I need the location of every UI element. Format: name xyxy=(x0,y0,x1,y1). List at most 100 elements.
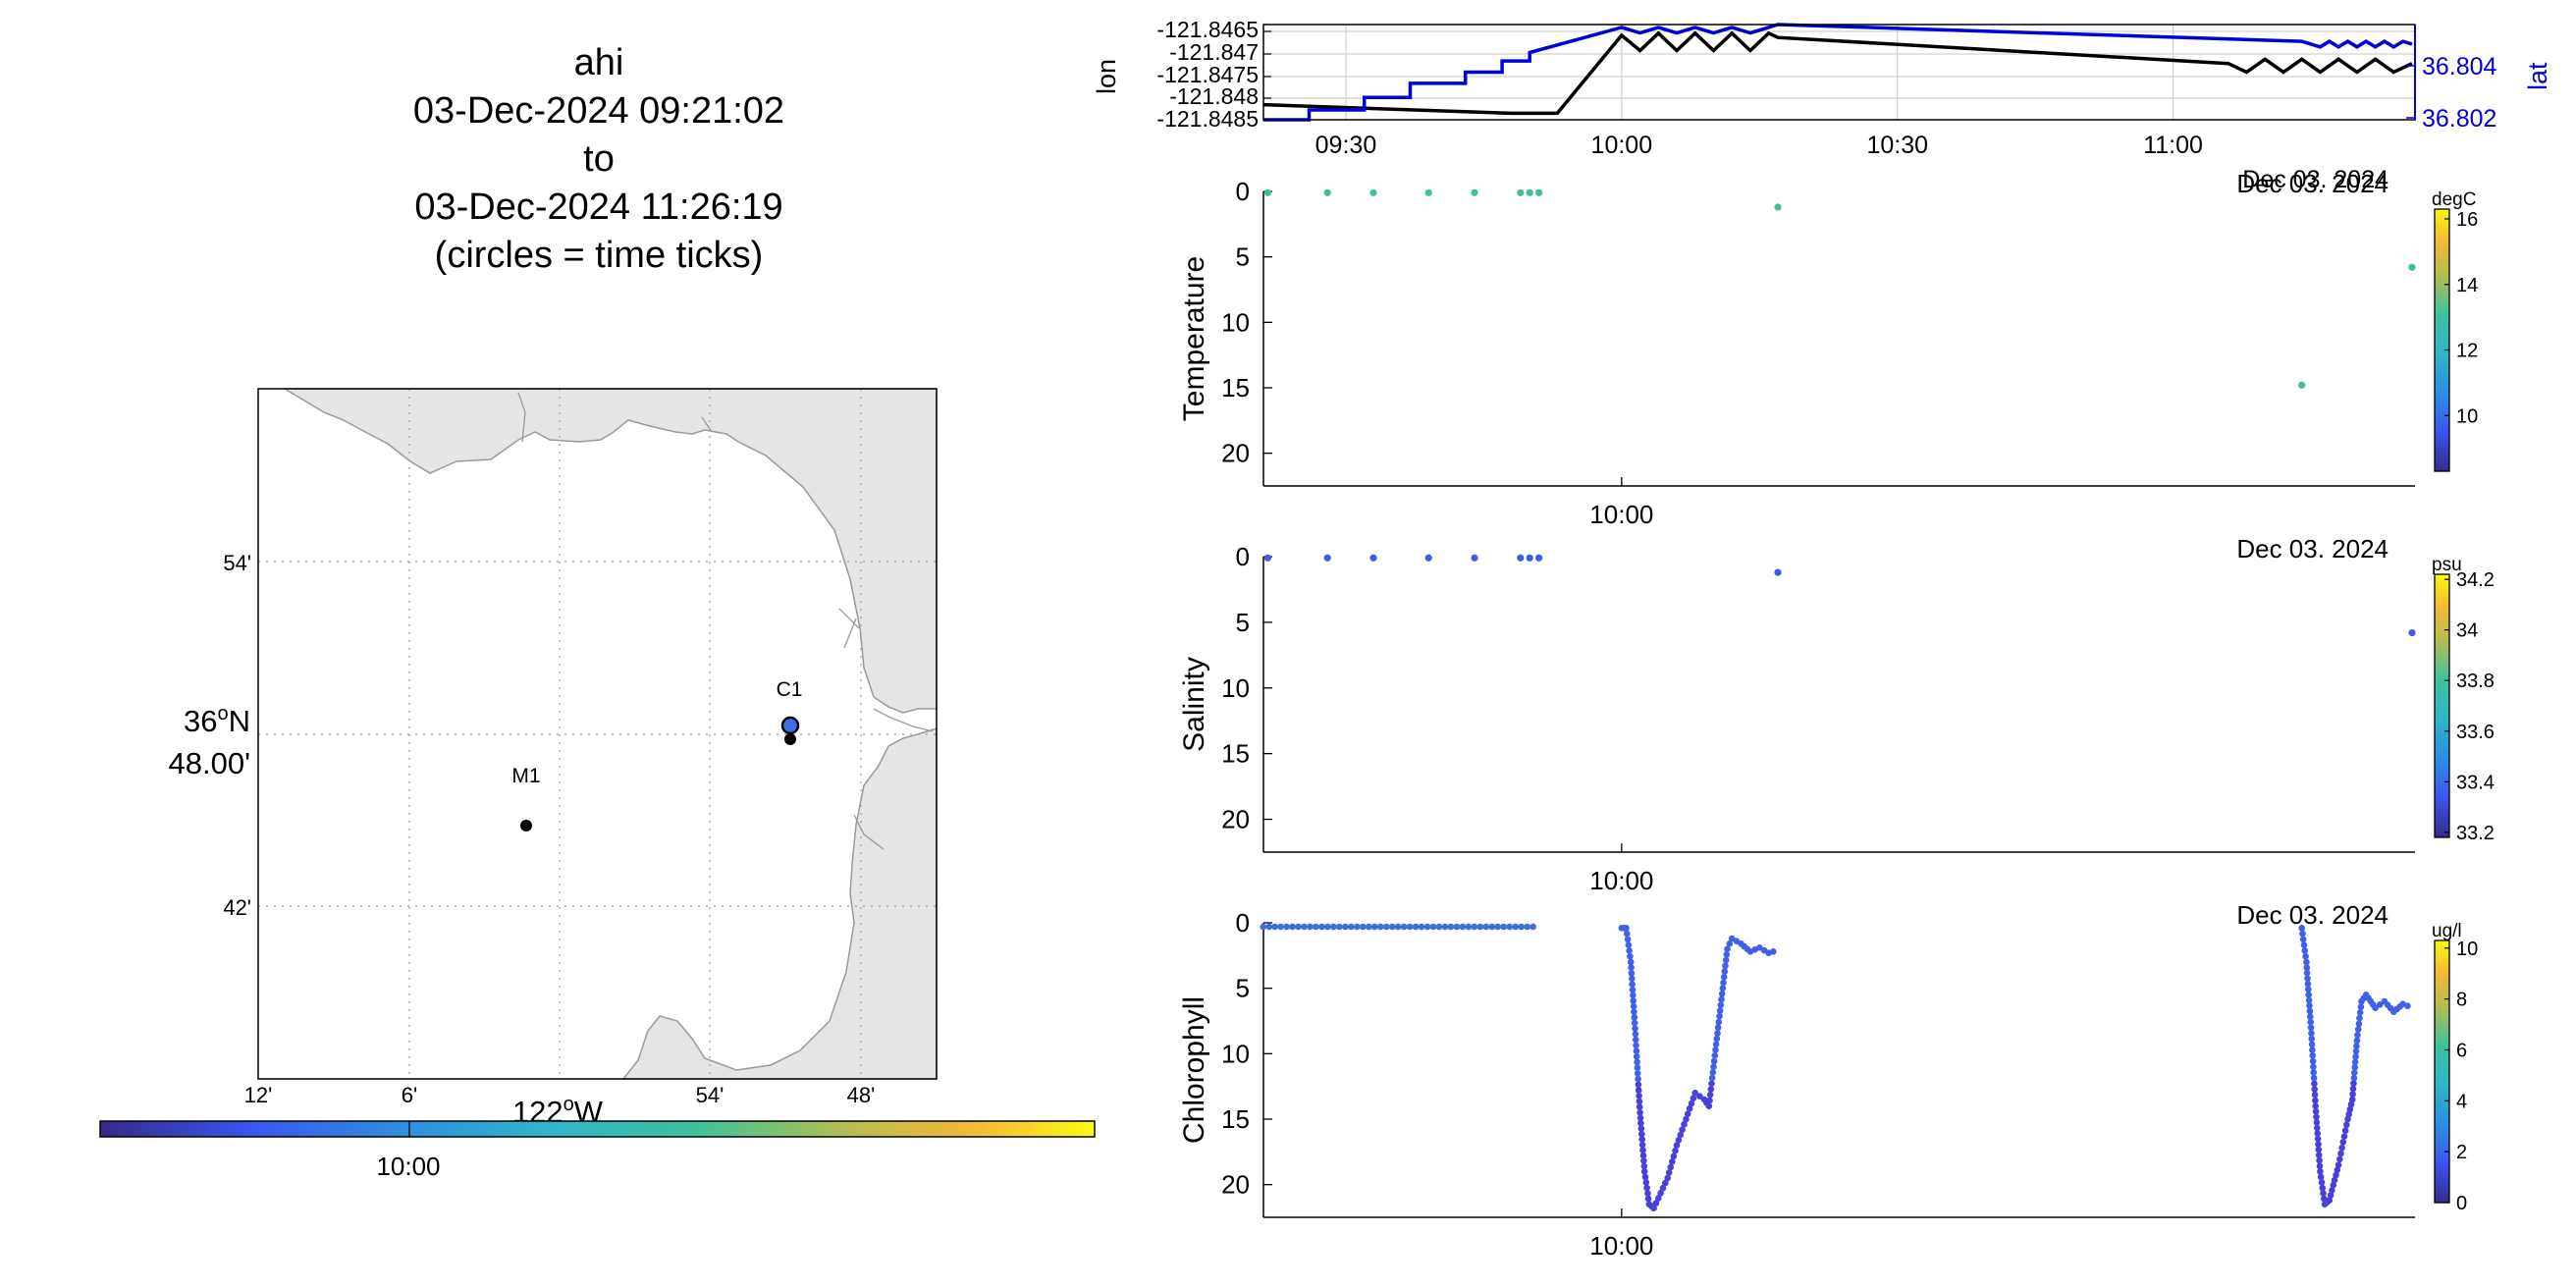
temperature-data-point xyxy=(1471,188,1478,196)
chlorophyll-data-point xyxy=(2352,1047,2360,1055)
lon-tick: -121.8485 xyxy=(1156,106,1259,132)
chlorophyll-data-point xyxy=(1636,1098,1643,1105)
salinity-date-label: Dec 03. 2024 xyxy=(2236,534,2388,564)
chlorophyll-data-point xyxy=(1625,941,1633,948)
chlorophyll-data-point xyxy=(1714,1030,1721,1037)
chlorophyll-data-point xyxy=(1679,1126,1686,1133)
chlorophyll-ytick: 15 xyxy=(1221,1104,1250,1134)
chlorophyll-data-point xyxy=(1686,1105,1693,1112)
chlorophyll-data-point xyxy=(1770,948,1777,955)
chlorophyll-data-point xyxy=(2331,1176,2338,1184)
chlorophyll-data-point xyxy=(2356,1009,2364,1016)
chlorophyll-data-point xyxy=(1459,923,1467,931)
position-time-tick: 10:30 xyxy=(1866,132,1928,159)
chlorophyll-data-point xyxy=(1662,1179,1669,1187)
chlorophyll-data-point xyxy=(2348,1096,2356,1103)
chlorophyll-data-point xyxy=(1634,1058,1640,1066)
salinity-data-point xyxy=(1263,554,1271,562)
chlorophyll-data-point xyxy=(1626,947,1633,954)
salinity-colorbar-tick: 33.2 xyxy=(2456,823,2495,844)
chlorophyll-data-point xyxy=(2344,1115,2351,1123)
chlorophyll-data-point xyxy=(1429,923,1437,931)
chlorophyll-data-point xyxy=(2308,1030,2315,1037)
temperature-data-point xyxy=(1369,188,1377,196)
chlorophyll-data-point xyxy=(1655,1195,1662,1202)
chlorophyll-data-point xyxy=(1636,1092,1642,1100)
chlorophyll-data-point xyxy=(1307,923,1314,931)
chlorophyll-data-point xyxy=(1376,923,1384,931)
position-time-ticks: 09:30 10:00 10:30 11:00 xyxy=(1315,132,2203,159)
chlorophyll-data-point xyxy=(1690,1095,1697,1101)
chlorophyll-data-point xyxy=(1709,1069,1717,1076)
chlorophyll-data-point xyxy=(2340,1133,2348,1140)
temperature-colorbar-tick: 14 xyxy=(2456,275,2478,296)
salinity-panel: 0 5 10 15 20 10:00 Dec 03. 2024 Salinity psu34.2… xyxy=(1178,534,2495,895)
chlorophyll-data-point xyxy=(1672,1147,1679,1154)
chlorophyll-colorbar-tick: 8 xyxy=(2456,990,2467,1011)
chlorophyll-data-point xyxy=(1382,923,1390,931)
chlorophyll-data-point xyxy=(1635,1081,1642,1089)
chlorophyll-data-point xyxy=(2347,1100,2355,1108)
chlorophyll-data-point xyxy=(1719,985,1727,992)
chlorophyll-data-point xyxy=(1623,925,1630,932)
chlorophyll-data-point xyxy=(2314,1135,2322,1143)
chlorophyll-data-point xyxy=(2353,1037,2361,1045)
chlorophyll-data-point xyxy=(2304,975,2311,982)
temperature-data-point xyxy=(1424,188,1432,196)
chlorophyll-data-point xyxy=(1665,1169,1673,1176)
chlorophyll-data-point xyxy=(1313,923,1319,931)
chlorophyll-data-point xyxy=(1627,958,1635,966)
chlorophyll-data-point xyxy=(1713,1035,1721,1043)
chlorophyll-data-point xyxy=(2343,1121,2350,1129)
chlorophyll-data-point xyxy=(1400,923,1408,931)
map-lon-tick: 54' xyxy=(696,1083,724,1107)
chlorophyll-data-point xyxy=(1465,923,1473,931)
chlorophyll-data-point xyxy=(2305,996,2313,1004)
chlorophyll-data-point xyxy=(1640,1162,1648,1170)
chlorophyll-data-point xyxy=(1711,1051,1719,1059)
chlorophyll-data-point xyxy=(1336,923,1343,931)
chlorophyll-data-point xyxy=(2305,992,2312,998)
chlorophyll-data-point xyxy=(1644,1190,1651,1197)
chlorophyll-data-point xyxy=(1370,923,1378,931)
chlorophyll-data-point xyxy=(1691,1090,1698,1097)
chlorophyll-data-point xyxy=(2313,1119,2321,1126)
time-colorbar-tick: 10:00 xyxy=(376,1152,440,1181)
title-platform: ahi xyxy=(573,42,624,83)
salinity-data-point xyxy=(2408,629,2416,637)
chlorophyll-data-point xyxy=(1631,1008,1637,1016)
chlorophyll-ytick: 0 xyxy=(1236,908,1250,938)
chlorophyll-data-point xyxy=(2306,1007,2314,1015)
chlorophyll-data-point xyxy=(2315,1146,2323,1154)
temperature-ytick: 0 xyxy=(1236,177,1250,206)
salinity-data-point xyxy=(1323,554,1331,562)
chlorophyll-data-point xyxy=(2304,980,2312,988)
chlorophyll-data-point xyxy=(1715,1018,1723,1026)
chlorophyll-data-point xyxy=(2336,1155,2343,1163)
chlorophyll-data-point xyxy=(1524,923,1530,931)
chlorophyll-data-point xyxy=(1707,1086,1715,1093)
chlorophyll-data-point xyxy=(1652,1200,1660,1207)
temperature-data-point xyxy=(2298,381,2306,389)
salinity-colorbar-unit: psu xyxy=(2432,555,2462,575)
chlorophyll-data-point xyxy=(1629,975,1636,983)
map-land xyxy=(282,388,938,714)
chlorophyll-data-point xyxy=(1476,923,1484,931)
chlorophyll-data-point xyxy=(1681,1121,1688,1128)
salinity-data-point xyxy=(1424,554,1432,562)
chlorophyll-data-point xyxy=(2303,964,2311,971)
chlorophyll-data-point xyxy=(2309,1046,2316,1053)
chlorophyll-data-point xyxy=(1441,923,1449,931)
chlorophyll-data-point xyxy=(1423,923,1431,931)
chlorophyll-data-point xyxy=(1710,1057,1718,1065)
chlorophyll-data-point xyxy=(1632,1031,1639,1038)
chlorophyll-data-point xyxy=(1708,1080,1715,1088)
chlorophyll-data-point xyxy=(1712,1046,1719,1053)
chlorophyll-data-point xyxy=(2339,1139,2347,1146)
salinity-data-point xyxy=(1471,554,1478,562)
chlorophyll-data-point xyxy=(2314,1130,2321,1137)
chlorophyll-data-point xyxy=(2317,1173,2325,1181)
chlorophyll-data-point xyxy=(1630,992,1637,999)
chlorophyll-data-point xyxy=(1518,923,1525,931)
chlorophyll-data-point xyxy=(2303,958,2310,966)
